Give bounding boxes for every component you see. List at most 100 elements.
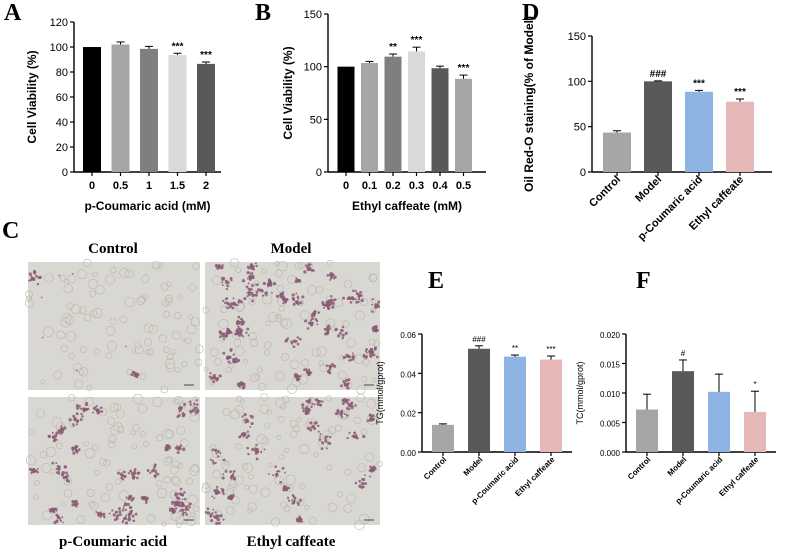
lipid-droplet xyxy=(296,336,300,339)
cell-outline xyxy=(109,266,117,274)
cell-outline xyxy=(177,294,183,299)
cell-outline xyxy=(343,279,353,289)
cell-outline xyxy=(222,408,231,417)
cell-outline xyxy=(217,456,223,462)
lipid-droplet xyxy=(298,377,301,381)
lipid-droplet xyxy=(247,452,250,456)
cell-outline xyxy=(369,307,376,314)
lipid-droplet xyxy=(235,322,240,326)
cell-outline xyxy=(319,364,328,372)
cell-outline xyxy=(337,491,344,497)
lipid-droplet xyxy=(354,298,357,301)
lipid-droplet xyxy=(307,412,310,415)
lipid-droplet xyxy=(243,419,246,422)
lipid-droplet xyxy=(206,511,210,515)
cell-outline xyxy=(63,284,73,294)
lipid-droplet xyxy=(37,467,39,470)
bar-1 xyxy=(140,48,158,172)
chart-e: 0.00 0.02 0.04 0.06 TG(mmol/gprot) Control Mod… xyxy=(375,331,572,506)
cell-outline xyxy=(176,425,186,435)
lipid-droplet xyxy=(124,521,129,525)
cell-outline xyxy=(163,346,170,353)
cell-outline xyxy=(346,338,356,348)
lipid-droplet xyxy=(237,325,240,328)
lipid-droplet xyxy=(341,325,345,329)
lipid-droplet xyxy=(263,448,266,451)
cell-outline xyxy=(134,345,144,355)
lipid-droplet xyxy=(133,468,137,471)
x-category-label: 0.2 xyxy=(385,180,400,192)
lipid-droplet xyxy=(321,442,325,445)
lipid-droplet xyxy=(154,469,158,472)
lipid-droplet xyxy=(246,430,250,433)
cell-outline xyxy=(139,373,147,380)
lipid-droplet xyxy=(341,333,345,337)
cell-outline xyxy=(188,314,193,320)
lipid-droplet xyxy=(358,479,362,483)
lipid-droplet xyxy=(361,485,365,489)
lipid-droplet xyxy=(364,474,366,477)
cell-outline xyxy=(315,285,324,294)
cell-outline xyxy=(170,348,177,355)
lipid-droplet xyxy=(353,431,356,434)
cell-outline xyxy=(181,337,187,343)
lipid-droplet xyxy=(255,450,258,453)
lipid-droplet xyxy=(239,318,242,320)
lipid-droplet xyxy=(134,371,137,375)
lipid-droplet xyxy=(351,401,354,404)
lipid-droplet xyxy=(354,404,357,407)
lipid-droplet xyxy=(74,417,77,420)
lipid-droplet xyxy=(146,469,150,472)
cell-outline xyxy=(201,483,212,494)
cell-outline xyxy=(124,296,135,308)
cell-outline xyxy=(55,442,63,450)
lipid-droplet xyxy=(339,328,344,332)
cell-outline xyxy=(264,341,272,349)
lipid-droplet xyxy=(246,291,248,294)
bar-2 xyxy=(197,63,215,172)
lipid-droplet xyxy=(171,500,174,504)
lipid-droplet xyxy=(128,515,131,518)
lipid-droplet xyxy=(59,519,62,522)
lipid-droplet xyxy=(303,270,307,274)
lipid-droplet xyxy=(351,355,354,359)
lipid-droplet xyxy=(99,513,102,516)
cell-outline xyxy=(36,409,45,418)
lipid-droplet xyxy=(354,290,358,293)
bar-Control xyxy=(636,409,658,452)
lipid-droplet xyxy=(72,424,75,427)
lipid-droplet xyxy=(326,364,329,367)
lipid-droplet xyxy=(284,298,287,302)
lipid-droplet xyxy=(120,477,123,480)
cell-outline xyxy=(76,514,86,524)
cell-outline xyxy=(209,444,217,452)
cell-outline xyxy=(78,306,87,315)
lipid-droplet xyxy=(275,472,278,476)
cell-outline xyxy=(235,267,242,274)
lipid-droplet xyxy=(245,435,249,439)
cell-outline xyxy=(225,506,235,515)
cell-outline xyxy=(294,262,303,271)
lipid-droplet xyxy=(153,466,156,469)
lipid-droplet xyxy=(180,503,184,507)
cell-outline xyxy=(181,519,187,524)
cell-outline xyxy=(162,310,170,318)
lipid-droplet xyxy=(366,419,370,423)
lipid-droplet xyxy=(346,386,350,390)
lipid-droplet xyxy=(112,513,116,517)
y-tick-label: 100 xyxy=(568,76,586,88)
cell-outline xyxy=(163,456,172,466)
cell-outline xyxy=(144,338,153,347)
cell-outline xyxy=(25,290,33,299)
lipid-droplet xyxy=(209,458,212,461)
cell-outline xyxy=(234,443,242,450)
lipid-droplet xyxy=(28,467,32,471)
lipid-droplet xyxy=(374,329,378,333)
lipid-droplet xyxy=(96,411,100,415)
lipid-droplet xyxy=(57,472,61,475)
lipid-droplet xyxy=(233,357,237,361)
lipid-droplet xyxy=(251,299,254,303)
panel-letter-f: F xyxy=(636,268,651,294)
cell-outline xyxy=(83,313,92,322)
lipid-droplet xyxy=(313,403,316,406)
